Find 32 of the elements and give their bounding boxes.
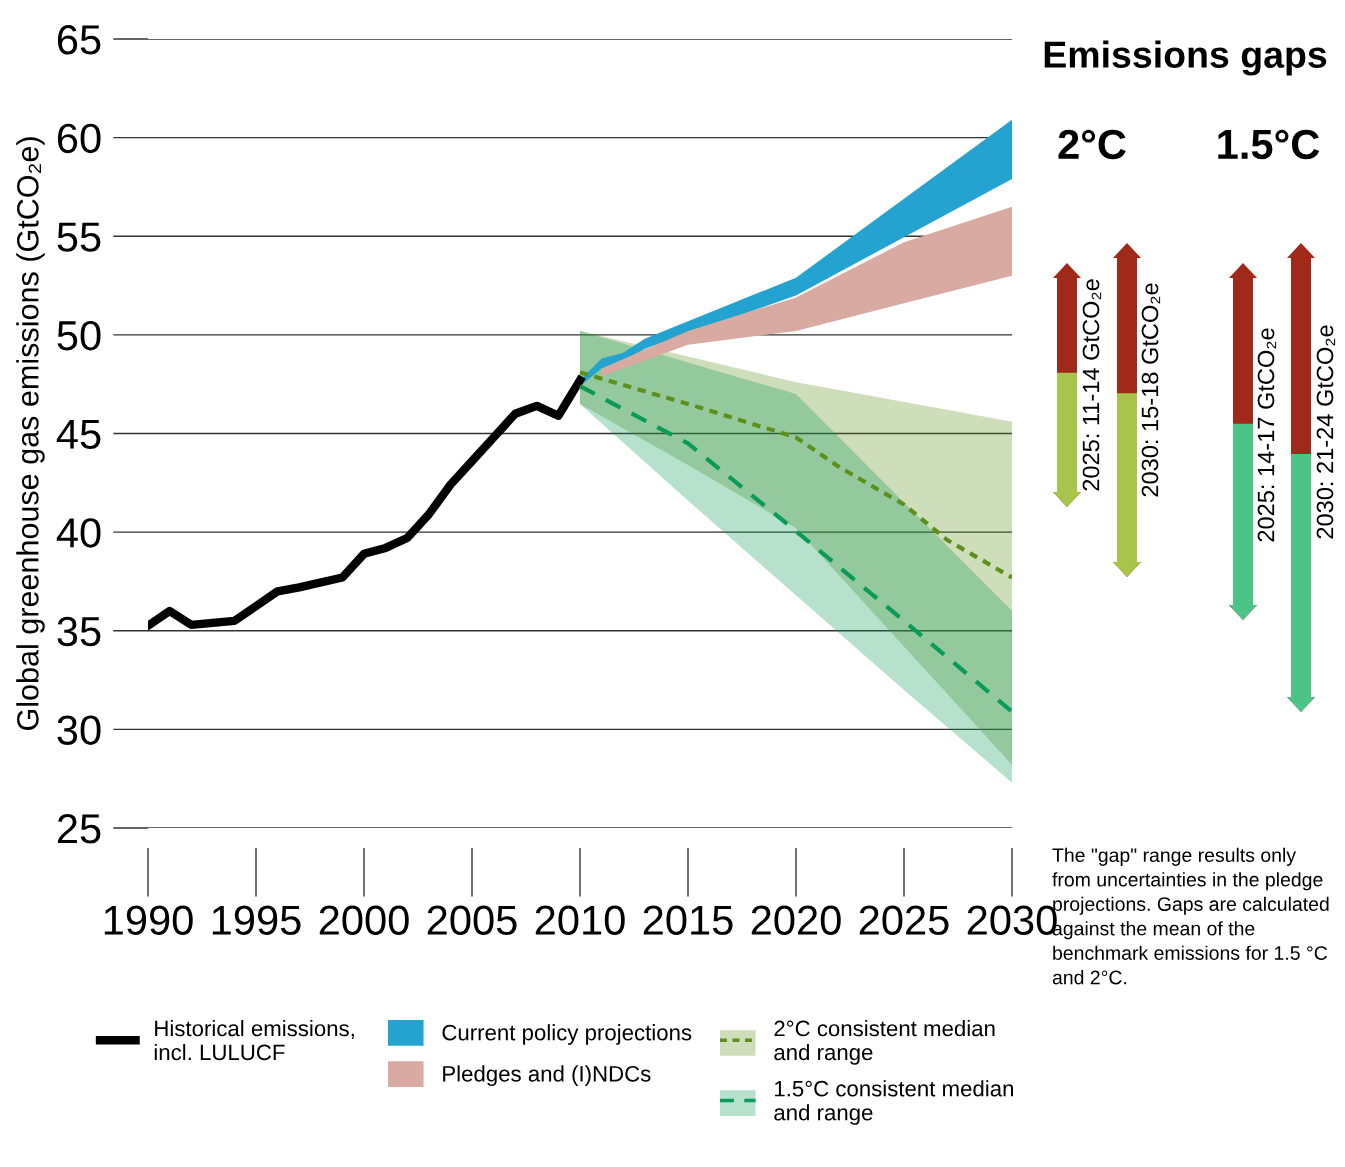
text: 2030: 15-18 GtCO₂e (1141, 283, 1161, 497)
text: 2025: 14-17 GtCO₂e (1257, 328, 1277, 542)
legend-label: 2°C consistent median and range (774, 1020, 995, 1065)
legend-label: Historical emissions, incl. LULUCF (154, 1020, 354, 1061)
y-tick-label: 45 (56, 419, 101, 450)
x-tick-label: 1995 (212, 905, 301, 935)
legend-label: Pledges and (I)NDCs (443, 1065, 651, 1087)
y-tick-label: 50 (57, 320, 101, 351)
x-tick-label: 2010 (535, 905, 625, 935)
legend-label: Current policy projections (442, 1024, 692, 1045)
x-tick-label: 2020 (751, 905, 841, 935)
y-tick-label: 55 (57, 222, 101, 252)
y-tick-label: 35 (57, 616, 101, 647)
y-tick-label: 60 (57, 123, 101, 154)
text: 2025: 11-14 GtCO₂e (1082, 279, 1102, 491)
legend-label: 1.5°C consistent median and range (774, 1080, 1013, 1125)
y-tick-label: 65 (57, 25, 101, 55)
x-tick-label: 1990 (104, 905, 193, 935)
text: 1.5°C (1218, 129, 1320, 160)
x-tick-label: 2025 (859, 905, 949, 935)
text: Emissions gaps (1044, 40, 1327, 76)
x-tick-label: 2000 (319, 905, 409, 935)
y-axis-title: Global greenhouse gas emissions (GtCO₂e) (16, 137, 45, 730)
line-series (577, 370, 1012, 580)
y-tick-label: 30 (57, 715, 101, 745)
text: 2030: 21-24 GtCO₂e (1316, 325, 1336, 539)
line-series (577, 384, 1012, 714)
text: 2°C (1058, 129, 1126, 160)
y-tick-label: 40 (56, 518, 101, 548)
x-tick-label: 2005 (427, 905, 517, 935)
y-tick-label: 25 (57, 814, 101, 844)
x-tick-label: 2015 (643, 905, 733, 935)
